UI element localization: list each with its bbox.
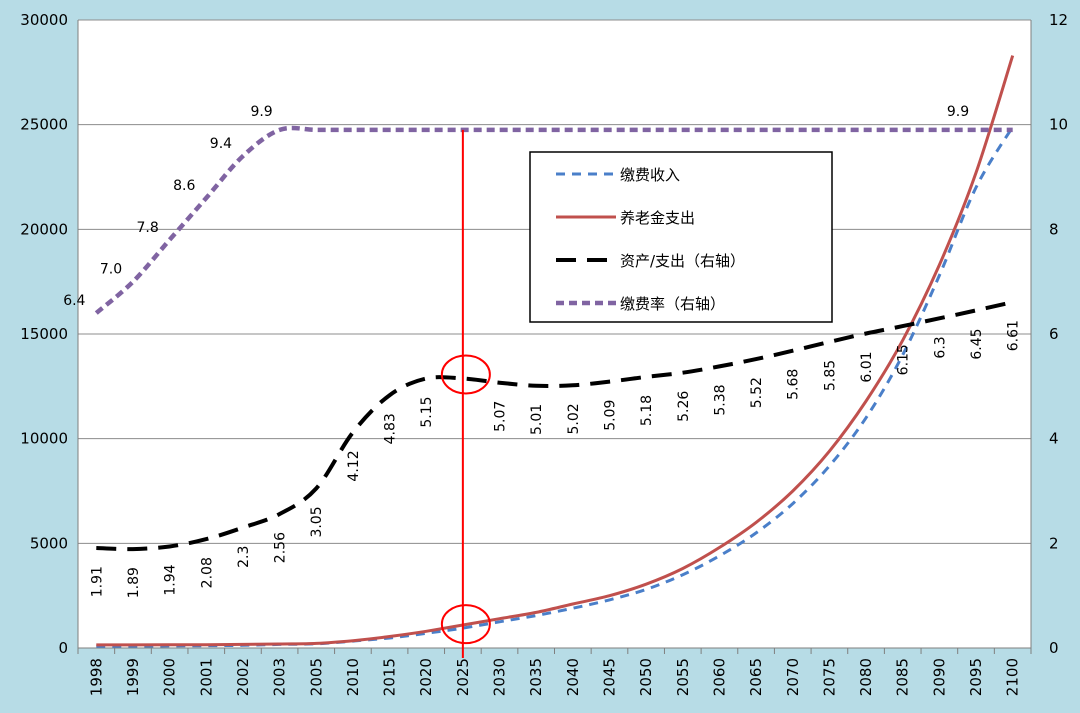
- y-left-tick-label: 5000: [30, 534, 68, 552]
- data-label: 1.89: [126, 567, 142, 598]
- x-tick-label: 2001: [197, 658, 215, 696]
- series-line-1: [96, 55, 1015, 647]
- data-label: 9.9: [947, 104, 969, 120]
- data-label: 5.07: [493, 401, 509, 432]
- data-labels: 1.91 1.89 1.94 2.08 2.3 2.56 3.05 4.12 4.83 5.15 5…: [63, 104, 1021, 598]
- data-label: 4.12: [346, 450, 362, 481]
- y-left-tick-label: 15000: [20, 325, 68, 343]
- legend-label: 养老金支出: [620, 209, 695, 227]
- x-tick-label: 2015: [381, 658, 399, 696]
- x-tick-label: 1999: [124, 658, 142, 696]
- data-label: 6.4: [63, 293, 85, 309]
- x-tick-label: 2040: [564, 658, 582, 696]
- axes: 0 5000 10000 15000 20000 25000 30000 0 2 4 6 8 10 12 1…: [20, 11, 1068, 696]
- data-label: 5.38: [712, 384, 728, 415]
- x-tick-label: 1998: [87, 658, 105, 696]
- series-group: [94, 55, 1015, 648]
- data-label: 2.56: [273, 532, 289, 563]
- data-label: 6.3: [932, 336, 948, 358]
- x-tick-label: 2025: [454, 658, 472, 696]
- highlight-circle: [440, 354, 491, 395]
- y-right-tick-label: 6: [1049, 325, 1059, 343]
- data-label: 1.91: [89, 566, 105, 597]
- y-left-tick-label: 0: [58, 639, 68, 657]
- legend-label: 缴费率（右轴）: [620, 295, 725, 313]
- x-tick-label: 2060: [710, 658, 728, 696]
- data-label: 2.08: [199, 557, 215, 588]
- data-label: 2.3: [236, 546, 252, 568]
- data-label: 6.61: [1006, 320, 1022, 351]
- data-label: 6.15: [896, 344, 912, 375]
- annotations: [440, 129, 491, 658]
- x-tick-label: 2100: [1004, 658, 1022, 696]
- legend-box: [529, 151, 833, 323]
- x-tick-label: 2090: [930, 658, 948, 696]
- legend-label: 资产/支出（右轴）: [620, 252, 745, 270]
- x-tick-label: 2020: [417, 658, 435, 696]
- x-tick-label: 2000: [161, 658, 179, 696]
- x-tick-label: 2075: [820, 658, 838, 696]
- y-left-tick-label: 20000: [20, 220, 68, 238]
- data-label: 5.02: [566, 403, 582, 434]
- x-tick-label: 2070: [784, 658, 802, 696]
- data-label: 1.94: [163, 564, 179, 595]
- data-label: 8.6: [173, 178, 195, 194]
- data-label: 4.83: [383, 413, 399, 444]
- data-label: 9.9: [250, 104, 272, 120]
- x-tick-label: 2085: [894, 658, 912, 696]
- x-tick-label: 2010: [344, 658, 362, 696]
- y-right-tick-label: 8: [1049, 220, 1059, 238]
- y-left-tick-label: 10000: [20, 430, 68, 448]
- data-label: 5.68: [786, 369, 802, 400]
- data-label: 6.45: [969, 328, 985, 359]
- x-tick-label: 2065: [747, 658, 765, 696]
- x-tick-label: 2055: [674, 658, 692, 696]
- data-label: 5.52: [749, 377, 765, 408]
- data-label: 5.09: [602, 400, 618, 431]
- highlight-circle: [440, 604, 491, 645]
- data-label: 5.18: [639, 395, 655, 426]
- y-right-tick-label: 12: [1049, 11, 1068, 29]
- x-tick-label: 2035: [527, 658, 545, 696]
- x-tick-label: 2095: [967, 658, 985, 696]
- data-label: 5.01: [529, 404, 545, 435]
- y-right-tick-label: 4: [1049, 430, 1059, 448]
- x-tick-label: 2002: [234, 658, 252, 696]
- series-line-0: [96, 126, 1014, 648]
- y-left-tick-label: 30000: [20, 11, 68, 29]
- legend-label: 缴费收入: [620, 166, 680, 184]
- x-tick-label: 2080: [857, 658, 875, 696]
- data-label: 5.26: [676, 391, 692, 422]
- data-label: 5.85: [822, 360, 838, 391]
- x-tick-label: 2030: [491, 658, 509, 696]
- data-label: 6.01: [859, 351, 875, 382]
- x-tick-label: 2045: [600, 658, 618, 696]
- x-tick-label: 2050: [637, 658, 655, 696]
- y-right-tick-label: 10: [1049, 116, 1068, 134]
- data-label: 9.4: [210, 136, 232, 152]
- data-label: 5.15: [419, 396, 435, 427]
- series-line-3: [94, 125, 1013, 315]
- y-right-tick-label: 2: [1049, 534, 1059, 552]
- data-label: 7.0: [100, 262, 122, 278]
- x-tick-label: 2005: [307, 658, 325, 696]
- data-label: 7.8: [137, 220, 159, 236]
- y-left-tick-label: 25000: [20, 116, 68, 134]
- x-tick-label: 2003: [271, 658, 289, 696]
- y-right-tick-label: 0: [1049, 639, 1059, 657]
- data-label: 3.05: [309, 506, 325, 537]
